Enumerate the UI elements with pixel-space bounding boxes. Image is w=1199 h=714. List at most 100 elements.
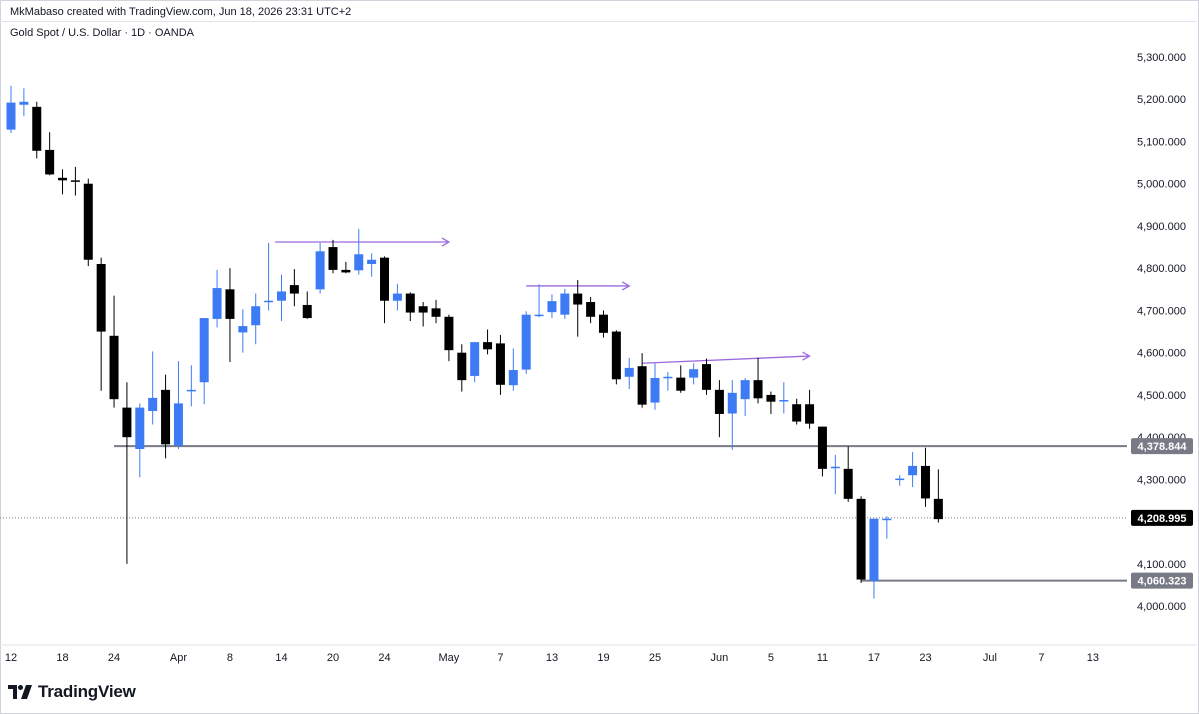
tradingview-footer[interactable]: TradingView	[8, 682, 136, 702]
x-tick-label: Jun	[711, 652, 729, 664]
candle-body	[315, 251, 325, 290]
tradingview-logo-icon	[8, 685, 32, 699]
candle-body	[58, 177, 68, 181]
candle-body	[766, 394, 776, 402]
candle-body	[225, 289, 235, 319]
candle-body	[598, 314, 608, 333]
candle-body	[83, 183, 93, 260]
trend-ray-3	[642, 355, 809, 364]
level-price-tag: 4,378.844	[1138, 441, 1188, 453]
candle-body	[714, 389, 724, 414]
candle-body	[238, 326, 248, 333]
x-tick-label: Jul	[983, 652, 997, 664]
candle-body	[418, 306, 428, 313]
y-tick-label: 4,500.000	[1137, 390, 1186, 402]
y-tick-label: 5,100.000	[1137, 136, 1186, 148]
candle-body	[122, 407, 132, 438]
x-tick-label: May	[439, 652, 460, 664]
candle-body	[264, 300, 274, 303]
candle-body	[650, 378, 660, 403]
candle-body	[32, 106, 42, 151]
candle-body	[109, 335, 119, 400]
candle-body	[779, 400, 789, 402]
candle-body	[186, 389, 196, 392]
candle-body	[302, 304, 312, 319]
x-tick-label: 13	[1087, 652, 1099, 664]
candle-body	[933, 498, 943, 520]
x-tick-label: 17	[868, 652, 880, 664]
candle-body	[547, 301, 557, 313]
candle-body	[341, 269, 351, 273]
x-tick-label: 12	[5, 652, 17, 664]
candle-body	[573, 293, 583, 305]
y-tick-label: 4,300.000	[1137, 474, 1186, 486]
x-tick-label: 8	[227, 652, 233, 664]
x-tick-label: 19	[597, 652, 609, 664]
level-price-tag-bg	[1131, 438, 1193, 455]
candle-body	[431, 308, 441, 317]
candle-body	[534, 314, 544, 317]
candle-body	[289, 285, 299, 294]
candle-body	[792, 404, 802, 422]
x-tick-label: 24	[378, 652, 390, 664]
candle-body	[367, 259, 377, 264]
candle-body	[212, 288, 222, 319]
candle-body	[856, 498, 866, 580]
candle-body	[6, 102, 16, 130]
candle-body	[920, 465, 930, 499]
symbol-title: Gold Spot / U.S. Dollar · 1D · OANDA	[10, 27, 194, 39]
candle-body	[908, 465, 918, 476]
x-tick-label: 20	[327, 652, 339, 664]
candle-body	[560, 293, 570, 315]
ray-arrow-icon	[802, 351, 811, 361]
candle-body	[96, 263, 106, 332]
candle-body	[689, 369, 699, 378]
candle-body	[521, 314, 531, 370]
last-price-tag-bg	[1131, 509, 1193, 526]
candle-body	[663, 376, 673, 379]
candle-body	[624, 367, 634, 377]
candle-body	[508, 370, 518, 386]
y-tick-label: 4,000.000	[1137, 601, 1186, 613]
candle-body	[135, 407, 145, 450]
candle-body	[173, 403, 183, 446]
candle-body	[470, 342, 480, 376]
candle-body	[895, 478, 905, 481]
header-divider	[0, 21, 1197, 22]
x-tick-label: 23	[919, 652, 931, 664]
candle-body	[354, 254, 364, 271]
x-tick-label: 11	[817, 652, 828, 664]
candle-body	[637, 366, 647, 405]
candle-body	[843, 468, 853, 499]
candle-body	[495, 343, 505, 385]
level-price-tag-bg	[1131, 572, 1193, 589]
last-price-tag: 4,208.995	[1138, 513, 1187, 525]
candle-body	[392, 293, 402, 301]
y-tick-label: 4,100.000	[1137, 559, 1186, 571]
candle-body	[328, 247, 338, 270]
candle-body	[457, 352, 467, 381]
y-tick-label: 4,900.000	[1137, 221, 1186, 233]
candle-body	[380, 257, 390, 301]
candle-body	[611, 331, 621, 380]
candle-body	[70, 180, 80, 182]
candle-body	[676, 377, 686, 391]
candle-body	[702, 364, 712, 390]
candle-body	[869, 518, 879, 581]
x-tick-label: 14	[275, 652, 287, 664]
x-tick-label: 13	[546, 652, 558, 664]
x-tick-label: 25	[649, 652, 661, 664]
y-tick-label: 4,700.000	[1137, 305, 1186, 317]
candle-body	[45, 149, 55, 175]
candle-body	[805, 404, 815, 424]
candle-body	[727, 392, 737, 414]
candle-body	[276, 291, 286, 301]
ray-arrow-icon	[621, 281, 631, 291]
y-tick-label: 4,800.000	[1137, 263, 1186, 275]
candle-body	[199, 318, 209, 383]
candle-body	[817, 426, 827, 469]
ray-arrow-icon	[441, 237, 451, 247]
candle-body	[586, 302, 596, 317]
x-tick-label: Apr	[170, 652, 187, 664]
